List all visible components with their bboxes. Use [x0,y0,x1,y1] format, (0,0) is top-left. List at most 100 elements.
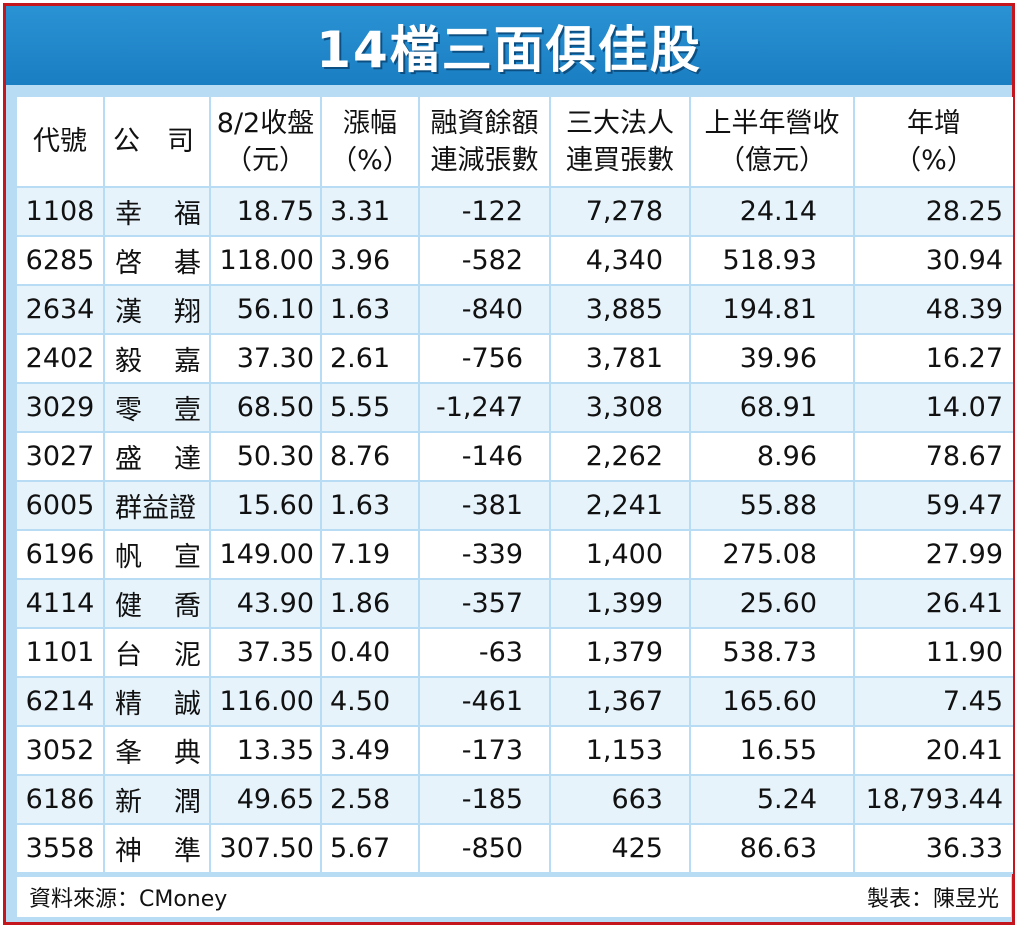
table-row: 6005 群益證 15.60 1.63 -381 2,241 55.88 59.47 [17,482,1013,531]
company-name: 精誠 [115,689,201,720]
cell-margin: -339 [420,531,551,580]
table-row: 3558 神準 307.50 5.67 -850 425 86.63 36.33 [17,825,1013,874]
cell-code: 2634 [17,286,105,335]
table-row: 3052 夆典 13.35 3.49 -173 1,153 16.55 20.41 [17,727,1013,776]
cell-code: 2402 [17,335,105,384]
cell-change: 8.76 [322,433,420,482]
table-row: 6285 啓碁 118.00 3.96 -582 4,340 518.93 30.94 [17,237,1013,286]
company-name: 群益證 [115,493,196,524]
title-bar: 14檔三面俱佳股 [6,6,1012,85]
cell-name: 新潤 [105,776,211,825]
cell-margin: -146 [420,433,551,482]
cell-name: 幸福 [105,188,211,237]
cell-revenue: 39.96 [691,335,855,384]
cell-name: 零壹 [105,384,211,433]
header-yoy-line1: 年增 [907,107,961,139]
cell-close: 68.50 [211,384,322,433]
company-name: 台泥 [115,640,201,671]
cell-revenue: 194.81 [691,286,855,335]
header-margin-line2: 連減張數 [430,144,539,176]
header-close-line1: 8/2收盤 [216,107,315,139]
cell-name: 精誠 [105,678,211,727]
cell-close: 56.10 [211,286,322,335]
page-title: 14檔三面俱佳股 [316,20,702,79]
cell-revenue: 68.91 [691,384,855,433]
table-header: 代號 公 司 8/2收盤 （元） 漲幅 （%） 融資餘額 連減張數 [17,97,1013,188]
cell-name: 神準 [105,825,211,874]
cell-change: 5.55 [322,384,420,433]
cell-institutional: 2,262 [551,433,691,482]
cell-yoy: 14.07 [855,384,1013,433]
cell-institutional: 1,379 [551,629,691,678]
header-margin: 融資餘額 連減張數 [420,97,551,188]
table-row: 2634 漢翔 56.10 1.63 -840 3,885 194.81 48.39 [17,286,1013,335]
cell-code: 6285 [17,237,105,286]
header-yoy: 年增 （%） [855,97,1013,188]
company-name: 盛達 [115,444,201,475]
header-yoy-line2: （%） [894,144,974,176]
header-close-line2: （元） [225,144,306,176]
cell-name: 漢翔 [105,286,211,335]
cell-margin: -122 [420,188,551,237]
company-name: 神準 [115,836,201,867]
header-change-line2: （%） [330,144,410,176]
company-name: 零壹 [115,395,201,426]
cell-yoy: 11.90 [855,629,1013,678]
cell-code: 3052 [17,727,105,776]
cell-revenue: 5.24 [691,776,855,825]
cell-close: 13.35 [211,727,322,776]
cell-name: 健喬 [105,580,211,629]
header-revenue-line1: 上半年營收 [704,107,840,139]
cell-name: 盛達 [105,433,211,482]
cell-institutional: 1,400 [551,531,691,580]
cell-yoy: 20.41 [855,727,1013,776]
cell-code: 3027 [17,433,105,482]
company-name: 幸福 [115,199,201,230]
cell-institutional: 4,340 [551,237,691,286]
cell-yoy: 30.94 [855,237,1013,286]
header-institutional-line2: 連買張數 [566,144,674,176]
cell-name: 台泥 [105,629,211,678]
cell-revenue: 86.63 [691,825,855,874]
cell-margin: -582 [420,237,551,286]
cell-margin: -63 [420,629,551,678]
cell-change: 0.40 [322,629,420,678]
cell-yoy: 78.67 [855,433,1013,482]
company-name: 毅嘉 [115,346,201,377]
cell-close: 49.65 [211,776,322,825]
cell-institutional: 1,153 [551,727,691,776]
table-row: 2402 毅嘉 37.30 2.61 -756 3,781 39.96 16.27 [17,335,1013,384]
cell-institutional: 663 [551,776,691,825]
table-row: 1101 台泥 37.35 0.40 -63 1,379 538.73 11.90 [17,629,1013,678]
cell-margin: -357 [420,580,551,629]
cell-name: 夆典 [105,727,211,776]
cell-name: 毅嘉 [105,335,211,384]
cell-close: 37.30 [211,335,322,384]
cell-code: 6005 [17,482,105,531]
cell-margin: -173 [420,727,551,776]
cell-margin: -1,247 [420,384,551,433]
header-revenue: 上半年營收 （億元） [691,97,855,188]
cell-change: 1.86 [322,580,420,629]
cell-revenue: 16.55 [691,727,855,776]
cell-code: 6214 [17,678,105,727]
header-change: 漲幅 （%） [322,97,420,188]
table-row: 3029 零壹 68.50 5.55 -1,247 3,308 68.91 14.07 [17,384,1013,433]
cell-change: 3.49 [322,727,420,776]
cell-change: 2.61 [322,335,420,384]
cell-institutional: 3,308 [551,384,691,433]
cell-margin: -461 [420,678,551,727]
cell-code: 6196 [17,531,105,580]
cell-change: 3.31 [322,188,420,237]
cell-institutional: 7,278 [551,188,691,237]
stock-table-container: 代號 公 司 8/2收盤 （元） 漲幅 （%） 融資餘額 連減張數 [17,97,1013,874]
cell-change: 5.67 [322,825,420,874]
company-name: 新潤 [115,787,201,818]
cell-institutional: 3,781 [551,335,691,384]
cell-yoy: 7.45 [855,678,1013,727]
company-name: 啓碁 [115,248,201,279]
cell-revenue: 25.60 [691,580,855,629]
cell-close: 307.50 [211,825,322,874]
cell-yoy: 26.41 [855,580,1013,629]
cell-close: 118.00 [211,237,322,286]
